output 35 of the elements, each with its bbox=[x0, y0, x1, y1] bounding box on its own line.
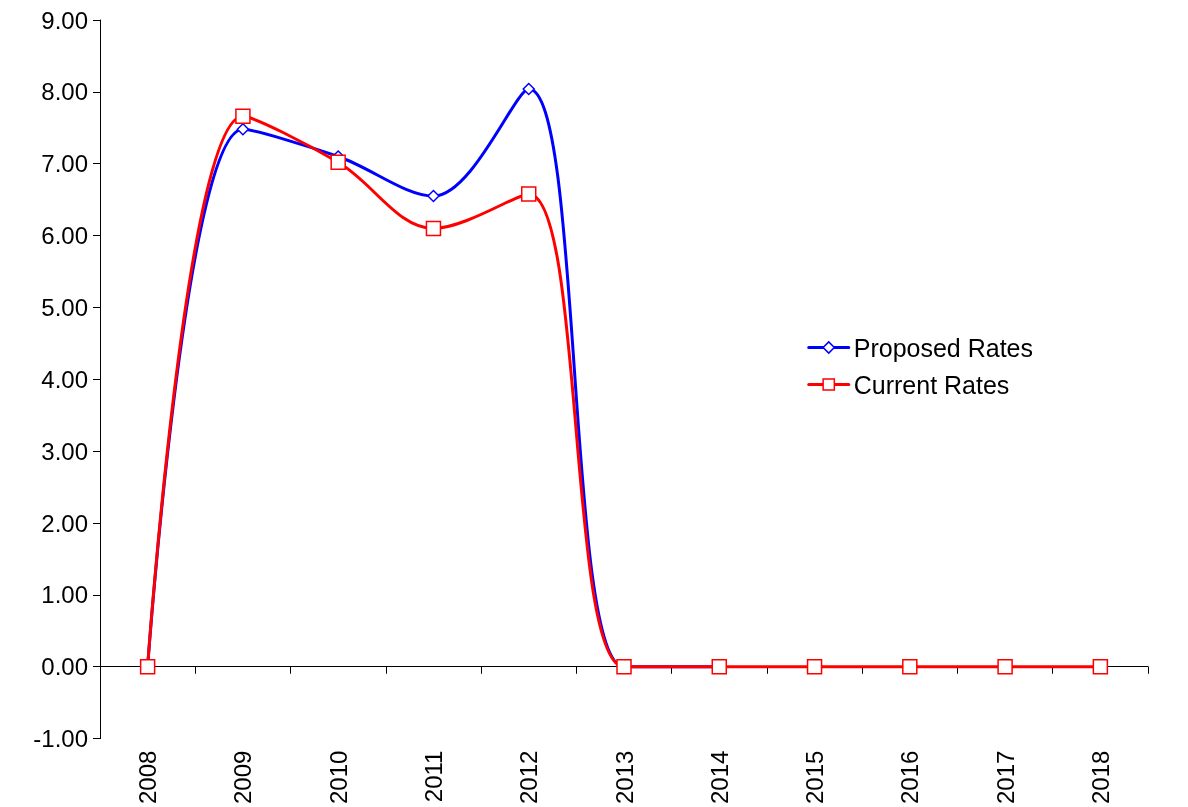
x-tick-label: 2016 bbox=[896, 750, 924, 804]
point bbox=[806, 659, 823, 675]
x-tick-label: 2008 bbox=[134, 750, 162, 804]
y-tick-label: 9.00 bbox=[41, 6, 88, 34]
x-tick-label: 2009 bbox=[229, 750, 257, 804]
x-tick-label: 2012 bbox=[515, 750, 543, 804]
point bbox=[997, 659, 1013, 675]
y-tick-label: 3.00 bbox=[41, 437, 88, 465]
x-tick-label: 2014 bbox=[705, 750, 733, 804]
point bbox=[427, 189, 440, 203]
point bbox=[235, 108, 251, 125]
y-tick-label: 2.00 bbox=[41, 509, 88, 537]
point bbox=[425, 220, 442, 237]
y-tick-label: 6.00 bbox=[41, 222, 88, 250]
x-tick-label: 2011 bbox=[419, 750, 447, 803]
y-tick-label: 0.00 bbox=[41, 653, 88, 681]
point bbox=[330, 154, 346, 171]
x-tick-label: 2013 bbox=[610, 750, 638, 804]
x-tick-label: 2017 bbox=[991, 750, 1019, 804]
legend-label: Proposed Rates bbox=[853, 333, 1034, 362]
y-tick-label: -1.00 bbox=[33, 725, 88, 753]
y-tick-label: 7.00 bbox=[41, 150, 88, 178]
point bbox=[522, 82, 535, 96]
point bbox=[902, 659, 918, 675]
point bbox=[236, 122, 250, 136]
y-tick-label: 8.00 bbox=[41, 78, 88, 106]
x-tick-label: 2018 bbox=[1086, 750, 1114, 804]
y-tick-label: 1.00 bbox=[41, 581, 88, 609]
point bbox=[520, 186, 537, 202]
point bbox=[1092, 659, 1109, 675]
y-tick-label: 5.00 bbox=[41, 293, 88, 321]
legend-label: Current Rates bbox=[853, 370, 1010, 399]
x-tick-label: 2015 bbox=[801, 750, 829, 804]
y-tick-label: 4.00 bbox=[41, 365, 88, 393]
x-tick-label: 2010 bbox=[324, 750, 352, 804]
